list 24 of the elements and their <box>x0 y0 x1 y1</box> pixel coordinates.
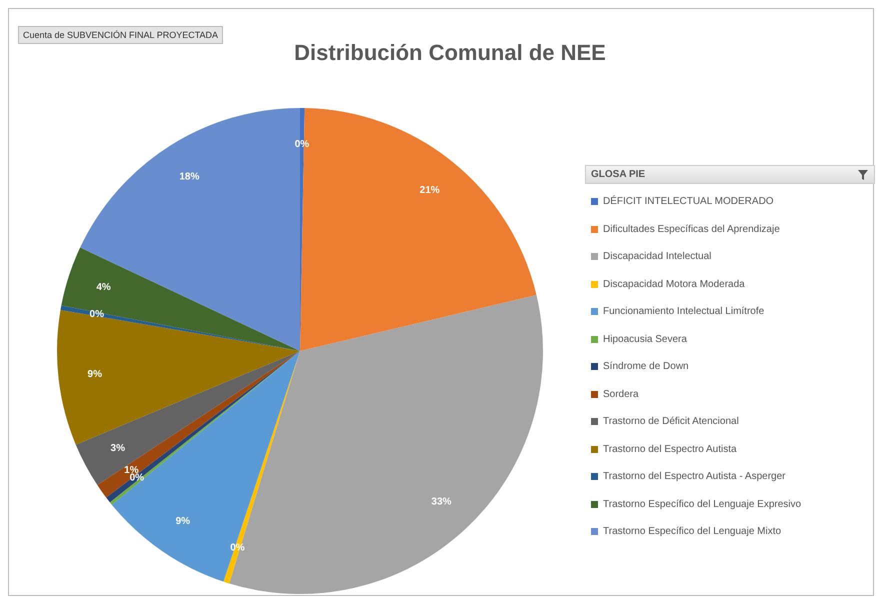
data-label: 9% <box>176 516 190 527</box>
legend-label: Trastorno del Espectro Autista - Asperger <box>603 471 786 482</box>
data-label: 4% <box>96 282 111 293</box>
legend-label: Síndrome de Down <box>603 361 689 372</box>
legend-label: DÉFICIT INTELECTUAL MODERADO <box>603 196 774 208</box>
data-label: 18% <box>179 171 200 182</box>
legend-label: Dificultades Específicas del Aprendizaje <box>603 224 780 235</box>
legend-label: Trastorno Específico del Lenguaje Mixto <box>603 526 782 538</box>
legend-title: GLOSA PIE <box>591 169 646 180</box>
data-label: 9% <box>88 369 102 380</box>
legend-label: Trastorno de Déficit Atencional <box>603 416 739 428</box>
legend-label: Discapacidad Intelectual <box>603 251 712 262</box>
data-label: 0% <box>230 542 245 554</box>
legend-label: Trastorno del Espectro Autista <box>603 444 737 455</box>
legend-label: Funcionamiento Intelectual Limítrofe <box>603 306 764 318</box>
legend-label: Hipoacusia Severa <box>603 334 687 345</box>
data-label: 33% <box>431 496 452 508</box>
chart-title: Distribución Comunal de NEE <box>293 40 607 66</box>
data-label: 21% <box>420 184 440 196</box>
legend-label: Sordera <box>603 388 639 400</box>
legend-label: Discapacidad Motora Moderada <box>603 278 745 290</box>
legend-label: Trastorno Específico del Lenguaje Expresivo <box>603 498 802 510</box>
text: Cuenta de SUBVENCIÓN FINAL PROYECTADA <box>18 26 224 44</box>
data-label: 3% <box>110 442 126 454</box>
